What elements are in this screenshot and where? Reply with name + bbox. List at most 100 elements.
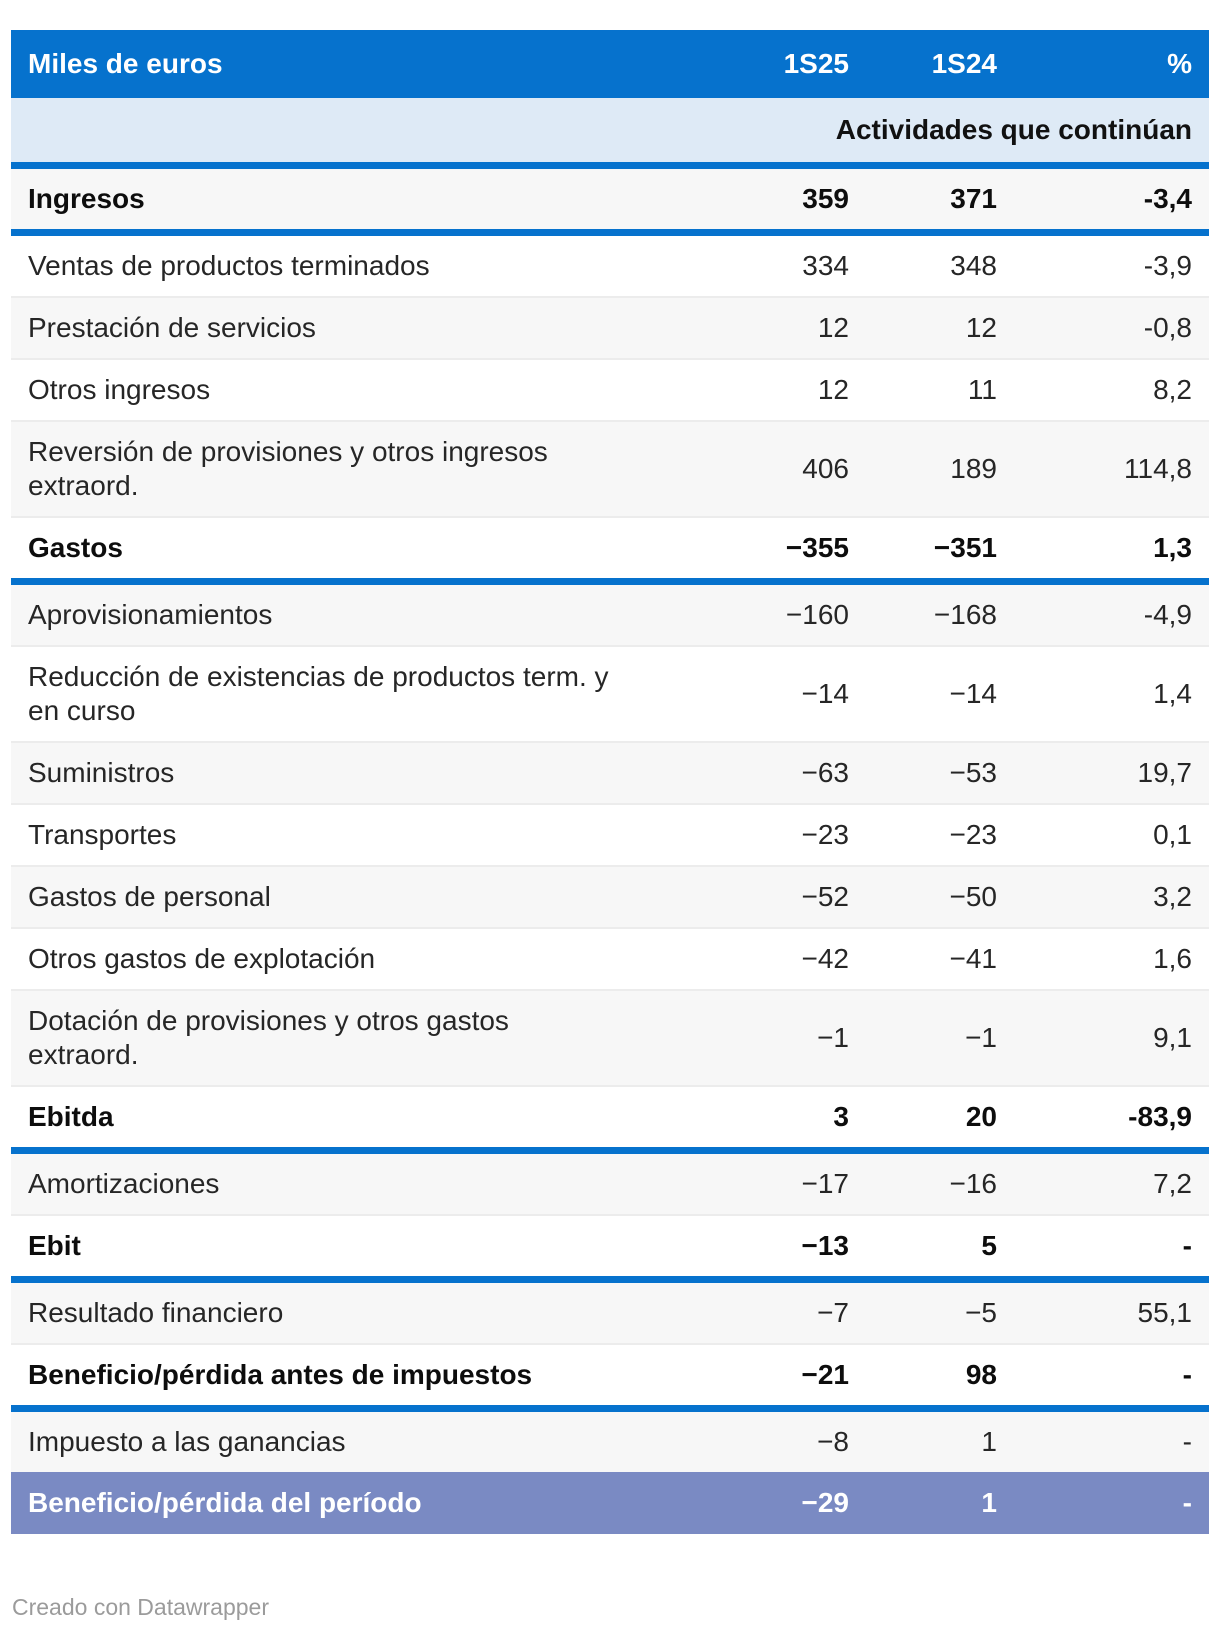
table-row: Transportes −23 −23 0,1: [11, 803, 1209, 866]
row-label: Dotación de provisiones y otros gastos e…: [11, 989, 651, 1086]
value-pct: -: [997, 1214, 1209, 1283]
table-row: Beneficio/pérdida antes de impuestos −21 9…: [11, 1343, 1209, 1412]
value-1s25: 3: [651, 1085, 849, 1154]
value-1s25: −29: [651, 1472, 849, 1534]
row-label: Ventas de productos terminados: [11, 231, 651, 297]
table-row: Gastos de personal −52 −50 3,2: [11, 865, 1209, 928]
value-pct: -: [997, 1407, 1209, 1472]
value-pct: 55,1: [997, 1278, 1209, 1344]
value-1s24: −14: [849, 645, 997, 742]
header-row: Miles de euros 1S25 1S24 %: [11, 30, 1209, 98]
value-1s24: −41: [849, 927, 997, 990]
value-1s25: −8: [651, 1407, 849, 1472]
value-1s24: −53: [849, 741, 997, 804]
column-header-label: Miles de euros: [11, 30, 651, 98]
row-label: Otros ingresos: [11, 358, 651, 421]
value-1s25: 359: [651, 164, 849, 236]
value-1s24: 371: [849, 164, 997, 236]
row-label: Prestación de servicios: [11, 296, 651, 359]
table-row: Prestación de servicios 12 12 -0,8: [11, 296, 1209, 359]
attribution: Creado con Datawrapper: [11, 1594, 1209, 1621]
row-label: Beneficio/pérdida del período: [11, 1472, 651, 1534]
row-label: Ebitda: [11, 1085, 651, 1154]
value-1s25: −17: [651, 1149, 849, 1215]
row-label: Reversión de provisiones y otros ingreso…: [11, 420, 651, 517]
column-header-pct: %: [997, 30, 1209, 98]
value-1s24: −1: [849, 989, 997, 1086]
value-pct: -3,9: [997, 231, 1209, 297]
value-1s25: 12: [651, 296, 849, 359]
datawrapper-attribution-link[interactable]: Creado con Datawrapper: [12, 1594, 269, 1620]
value-1s24: −5: [849, 1278, 997, 1344]
value-pct: 19,7: [997, 741, 1209, 804]
value-pct: 1,4: [997, 645, 1209, 742]
value-1s25: −355: [651, 516, 849, 585]
value-1s25: −7: [651, 1278, 849, 1344]
section-header-title: Actividades que continúan: [11, 98, 1209, 169]
value-pct: 7,2: [997, 1149, 1209, 1215]
value-1s25: −63: [651, 741, 849, 804]
table-row: Amortizaciones −17 −16 7,2: [11, 1149, 1209, 1215]
row-label: Gastos de personal: [11, 865, 651, 928]
table-row: Ventas de productos terminados 334 348 -3,9: [11, 231, 1209, 297]
value-pct: 3,2: [997, 865, 1209, 928]
row-label: Impuesto a las ganancias: [11, 1407, 651, 1472]
table-row: Ingresos 359 371 -3,4: [11, 164, 1209, 236]
value-1s24: 348: [849, 231, 997, 297]
row-label: Resultado financiero: [11, 1278, 651, 1344]
table-row: Impuesto a las ganancias −8 1-: [11, 1407, 1209, 1472]
value-1s24: 98: [849, 1343, 997, 1412]
table-row: Dotación de provisiones y otros gastos e…: [11, 989, 1209, 1086]
table-row: Aprovisionamientos −160 −168 -4,9: [11, 580, 1209, 646]
value-pct: 114,8: [997, 420, 1209, 517]
value-1s25: −23: [651, 803, 849, 866]
value-1s25: −13: [651, 1214, 849, 1283]
value-pct: -4,9: [997, 580, 1209, 646]
value-pct: -83,9: [997, 1085, 1209, 1154]
column-header-1s24: 1S24: [849, 30, 997, 98]
row-label: Beneficio/pérdida antes de impuestos: [11, 1343, 651, 1412]
table-row: Otros gastos de explotación −42 −41 1,6: [11, 927, 1209, 990]
table-body: Actividades que continúan Ingresos 359 371…: [11, 98, 1209, 1534]
value-1s24: −23: [849, 803, 997, 866]
table-row: Suministros −63 −53 19,7: [11, 741, 1209, 804]
value-pct: 9,1: [997, 989, 1209, 1086]
value-1s25: −42: [651, 927, 849, 990]
column-header-1s25: 1S25: [651, 30, 849, 98]
value-pct: -3,4: [997, 164, 1209, 236]
value-1s24: −168: [849, 580, 997, 646]
value-1s25: −14: [651, 645, 849, 742]
table-row: Otros ingresos 12 11 8,2: [11, 358, 1209, 421]
value-1s25: −160: [651, 580, 849, 646]
financial-table: Miles de euros 1S25 1S24 % Actividades q…: [11, 30, 1209, 1534]
value-pct: -: [997, 1472, 1209, 1534]
value-pct: 8,2: [997, 358, 1209, 421]
table-header: Miles de euros 1S25 1S24 %: [11, 30, 1209, 98]
row-label: Suministros: [11, 741, 651, 804]
value-1s25: 406: [651, 420, 849, 517]
table-row: Reversión de provisiones y otros ingreso…: [11, 420, 1209, 517]
value-1s24: 12: [849, 296, 997, 359]
value-1s25: 12: [651, 358, 849, 421]
value-1s25: 334: [651, 231, 849, 297]
value-1s24: −351: [849, 516, 997, 585]
value-pct: 1,6: [997, 927, 1209, 990]
value-1s24: −16: [849, 1149, 997, 1215]
row-label: Ingresos: [11, 164, 651, 236]
value-1s24: 1: [849, 1472, 997, 1534]
section-header-row: Actividades que continúan: [11, 98, 1209, 169]
value-1s25: −21: [651, 1343, 849, 1412]
value-1s24: 11: [849, 358, 997, 421]
table-row: Reducción de existencias de productos te…: [11, 645, 1209, 742]
value-1s24: 20: [849, 1085, 997, 1154]
value-pct: 0,1: [997, 803, 1209, 866]
value-1s25: −1: [651, 989, 849, 1086]
total-row: Beneficio/pérdida del período −29 1-: [11, 1472, 1209, 1534]
table-row: Ebit −13 5-: [11, 1214, 1209, 1283]
row-label: Transportes: [11, 803, 651, 866]
row-label: Reducción de existencias de productos te…: [11, 645, 651, 742]
value-pct: -0,8: [997, 296, 1209, 359]
value-1s24: 189: [849, 420, 997, 517]
value-1s24: 5: [849, 1214, 997, 1283]
